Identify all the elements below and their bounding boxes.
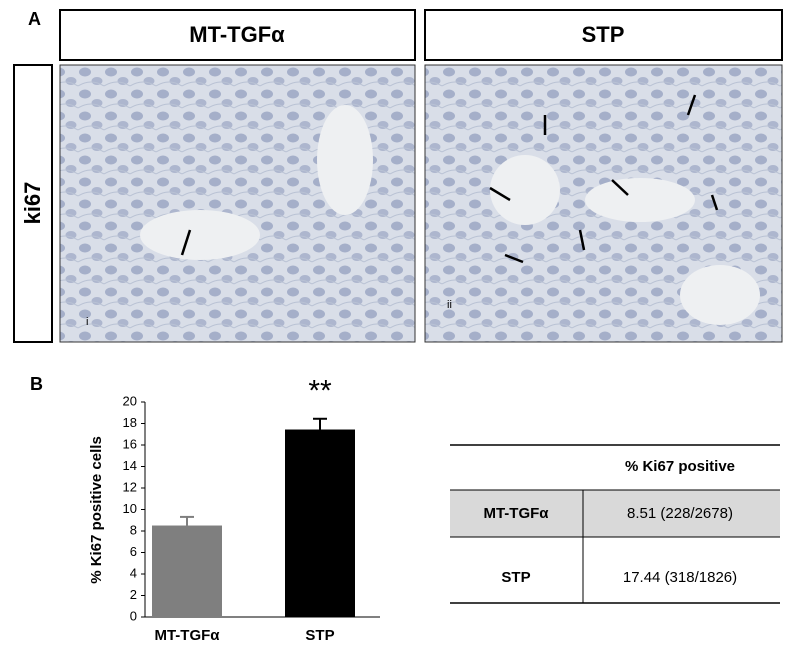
x-tick-label: STP (305, 627, 334, 644)
y-tick-label: 20 (123, 393, 137, 408)
column-header: MT-TGFα (189, 22, 285, 47)
column-header: STP (582, 22, 625, 47)
column-header-box (59, 9, 416, 61)
panel-label: A (28, 9, 41, 29)
lumen (680, 265, 760, 325)
table-header: % Ki67 positive (625, 458, 735, 475)
bar (152, 525, 222, 617)
row-header: ki67 (20, 182, 45, 225)
y-tick-label: 16 (123, 436, 137, 451)
x-tick-label: MT-TGFα (154, 627, 220, 644)
y-tick-label: 6 (130, 544, 137, 559)
y-tick-label: 18 (123, 415, 137, 430)
image-label: i (86, 316, 88, 328)
image-label: ii (447, 299, 452, 311)
y-tick-label: 0 (130, 608, 137, 623)
lumen (140, 210, 260, 260)
table-cell: 17.44 (318/1826) (623, 569, 737, 586)
table-row-bg (450, 490, 780, 537)
arrows (180, 94, 719, 264)
y-tick-label: 10 (123, 501, 137, 516)
table-cell: STP (501, 569, 530, 586)
panel-label: B (30, 374, 43, 394)
lumen (490, 155, 560, 225)
bar (285, 429, 355, 617)
table-cell: 8.51 (228/2678) (627, 505, 733, 522)
significance: ** (308, 375, 332, 408)
y-tick-label: 14 (123, 458, 137, 473)
column-header-box (424, 9, 783, 61)
y-axis-label: % Ki67 positive cells (88, 436, 105, 584)
lumen (317, 105, 373, 215)
y-tick-label: 4 (130, 565, 137, 580)
y-tick-label: 12 (123, 479, 137, 494)
lumen (585, 178, 695, 222)
row-header-box (13, 64, 53, 343)
y-tick-label: 8 (130, 522, 137, 537)
y-tick-label: 2 (130, 587, 137, 602)
table-cell: MT-TGFα (483, 505, 549, 522)
